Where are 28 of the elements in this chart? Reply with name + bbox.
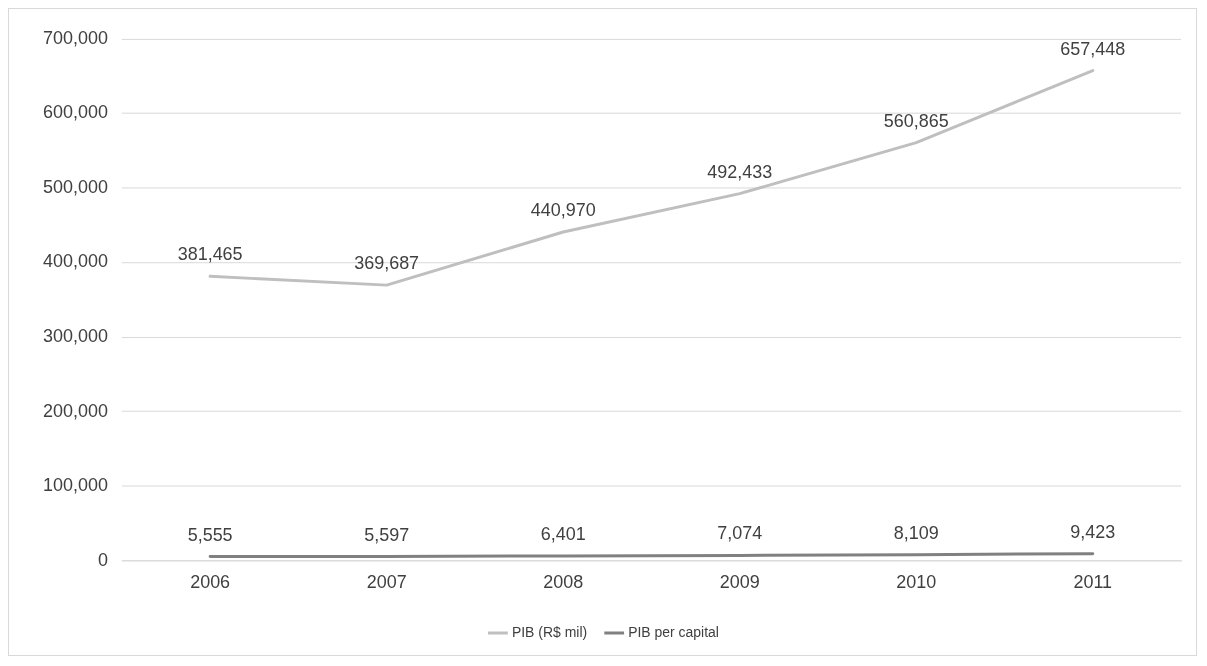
data-label: 369,687	[354, 253, 420, 274]
x-tick-label: 2011	[1073, 572, 1113, 593]
y-tick-label: 300,000	[43, 326, 108, 347]
legend-label: PIB (R$ mil)	[511, 623, 588, 640]
x-tick-label: 2007	[366, 572, 407, 593]
x-tick-label: 2008	[543, 572, 584, 593]
y-tick-label: 100,000	[43, 475, 108, 496]
x-tick-label: 2006	[190, 572, 231, 593]
y-tick-label: 500,000	[43, 176, 108, 197]
x-tick-label: 2010	[896, 572, 937, 593]
data-label: 5,555	[187, 524, 233, 545]
y-tick-label: 700,000	[43, 27, 108, 48]
y-tick-label: 200,000	[43, 400, 108, 421]
y-tick-label: 0	[97, 549, 108, 570]
data-label: 381,465	[177, 244, 243, 265]
legend-label: PIB per capital	[628, 623, 719, 640]
y-tick-label: 400,000	[43, 251, 108, 272]
data-label: 560,865	[883, 110, 949, 131]
data-label: 8,109	[893, 522, 939, 543]
data-label: 5,597	[364, 524, 410, 545]
data-label: 6,401	[540, 523, 586, 544]
y-tick-label: 600,000	[43, 102, 108, 123]
data-label: 9,423	[1070, 521, 1116, 542]
data-label: 657,448	[1060, 38, 1126, 59]
data-label: 7,074	[717, 523, 763, 544]
data-label: 492,433	[707, 161, 773, 182]
x-tick-label: 2009	[719, 572, 760, 593]
data-label: 440,970	[530, 200, 596, 221]
